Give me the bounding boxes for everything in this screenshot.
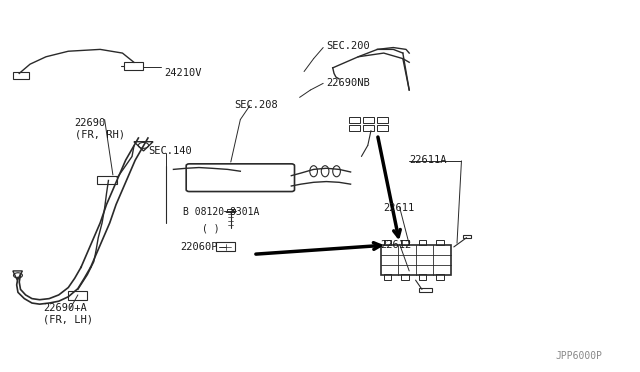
Bar	[419, 274, 426, 280]
Bar	[97, 176, 117, 184]
Text: 22612: 22612	[381, 240, 412, 250]
Text: SEC.200: SEC.200	[326, 41, 370, 51]
Text: 22611: 22611	[384, 203, 415, 213]
Bar	[401, 240, 409, 245]
Bar	[68, 291, 88, 301]
Text: 22060P: 22060P	[180, 242, 218, 252]
Bar	[401, 274, 409, 280]
Text: ( ): ( )	[202, 224, 220, 234]
Bar	[384, 240, 392, 245]
Bar	[216, 243, 236, 251]
Bar	[377, 125, 388, 131]
Text: 22690NB: 22690NB	[326, 78, 370, 88]
Bar	[227, 209, 235, 212]
Bar	[436, 274, 444, 280]
Text: SEC.208: SEC.208	[234, 100, 278, 110]
Bar	[363, 125, 374, 131]
Text: B 08120-8301A: B 08120-8301A	[183, 207, 259, 217]
Bar	[124, 62, 143, 70]
Bar	[349, 117, 360, 123]
Bar	[419, 240, 426, 245]
Bar	[349, 125, 360, 131]
Bar	[419, 288, 431, 292]
Text: 22690+A
(FR, LH): 22690+A (FR, LH)	[43, 302, 93, 324]
Bar	[463, 235, 471, 238]
Bar	[377, 117, 388, 123]
Text: SEC.140: SEC.140	[148, 146, 192, 156]
Bar	[384, 274, 392, 280]
Text: 22690
(FR, RH): 22690 (FR, RH)	[75, 118, 125, 140]
Bar	[363, 117, 374, 123]
Text: 24210V: 24210V	[164, 68, 202, 78]
Text: JPP6000P: JPP6000P	[556, 352, 603, 361]
Text: 22611A: 22611A	[409, 155, 447, 165]
Bar	[381, 245, 451, 275]
Bar	[13, 71, 29, 79]
Bar	[436, 240, 444, 245]
